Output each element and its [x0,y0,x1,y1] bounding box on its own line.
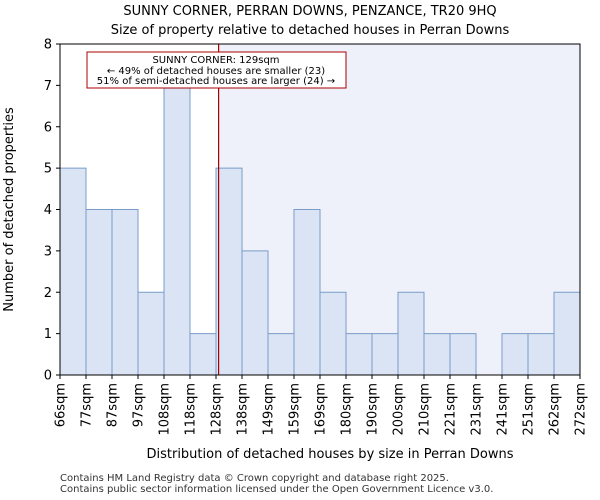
x-tick-label: 262sqm [548,383,563,436]
x-tick-label: 87sqm [106,383,121,427]
footer-line-2: Contains public sector information licen… [60,484,494,495]
y-tick-label: 5 [44,162,52,177]
x-tick-label: 77sqm [80,383,95,427]
bar-210sqm [423,333,451,376]
chart-title: SUNNY CORNER, PERRAN DOWNS, PENZANCE, TR… [123,4,497,19]
y-tick-label: 2 [44,286,52,301]
x-tick-label: 200sqm [392,383,407,436]
y-axis-title: Number of detached properties [2,107,17,312]
y-tick-label: 3 [44,244,52,259]
x-tick-label: 118sqm [184,383,199,436]
bar-190sqm [371,333,399,376]
bar-241sqm [501,333,529,376]
annotation-box: SUNNY CORNER: 129sqm ← 49% of detached h… [86,51,347,89]
x-tick-label: 272sqm [574,383,589,436]
bar-200sqm [397,291,425,376]
annotation-line-label: SUNNY CORNER: 129sqm [152,55,279,66]
y-axis: 0 1 2 3 4 5 6 7 8 [44,38,60,384]
chart-title-block: SUNNY CORNER, PERRAN DOWNS, PENZANCE, TR… [0,2,600,40]
x-tick-label: 159sqm [288,383,303,436]
x-tick-label: 210sqm [418,383,433,436]
annotation-line-smaller: ← 49% of detached houses are smaller (23… [107,66,325,77]
bar-87sqm [111,209,139,376]
x-tick-label: 241sqm [496,383,511,436]
bar-169sqm [319,291,347,376]
bar-262sqm [553,291,581,376]
chart-subtitle: Size of property relative to detached ho… [110,23,510,38]
bar-97sqm [137,291,165,376]
x-tick-label: 231sqm [470,383,485,436]
x-axis: 66sqm 77sqm 87sqm 97sqm 108sqm 118sqm 128sqm 13… [54,375,589,436]
x-tick-label: 251sqm [522,383,537,436]
bar-251sqm [527,333,555,376]
bar-108sqm [163,84,191,376]
bar-77sqm [85,209,113,376]
x-tick-label: 97sqm [132,383,147,427]
bar-221sqm [449,333,477,376]
bar-118sqm [189,333,217,376]
x-tick-label: 128sqm [210,383,225,436]
y-tick-label: 1 [44,327,52,342]
bar-149sqm [267,333,295,376]
x-tick-label: 221sqm [444,383,459,436]
y-tick-label: 7 [44,79,52,94]
x-tick-label: 180sqm [340,383,355,436]
y-tick-label: 8 [44,38,52,53]
y-tick-label: 6 [44,120,52,135]
x-tick-label: 66sqm [54,383,69,427]
y-tick-label: 0 [44,369,52,384]
bar-138sqm [241,250,269,376]
bar-159sqm [293,209,321,376]
bar-180sqm [345,333,373,376]
x-tick-label: 149sqm [262,383,277,436]
x-tick-label: 108sqm [158,383,173,436]
footer-line-1: Contains HM Land Registry data © Crown c… [60,473,449,484]
bars-group [59,84,581,376]
bar-128sqm [215,167,243,376]
bar-66sqm [59,167,87,376]
x-axis-title: Distribution of detached houses by size … [146,447,513,462]
footer: Contains HM Land Registry data © Crown c… [60,473,493,495]
x-tick-label: 138sqm [236,383,251,436]
x-tick-label: 190sqm [366,383,381,436]
y-tick-label: 4 [44,203,52,218]
x-tick-label: 169sqm [314,383,329,436]
annotation-line-larger: 51% of semi-detached houses are larger (… [97,76,335,87]
